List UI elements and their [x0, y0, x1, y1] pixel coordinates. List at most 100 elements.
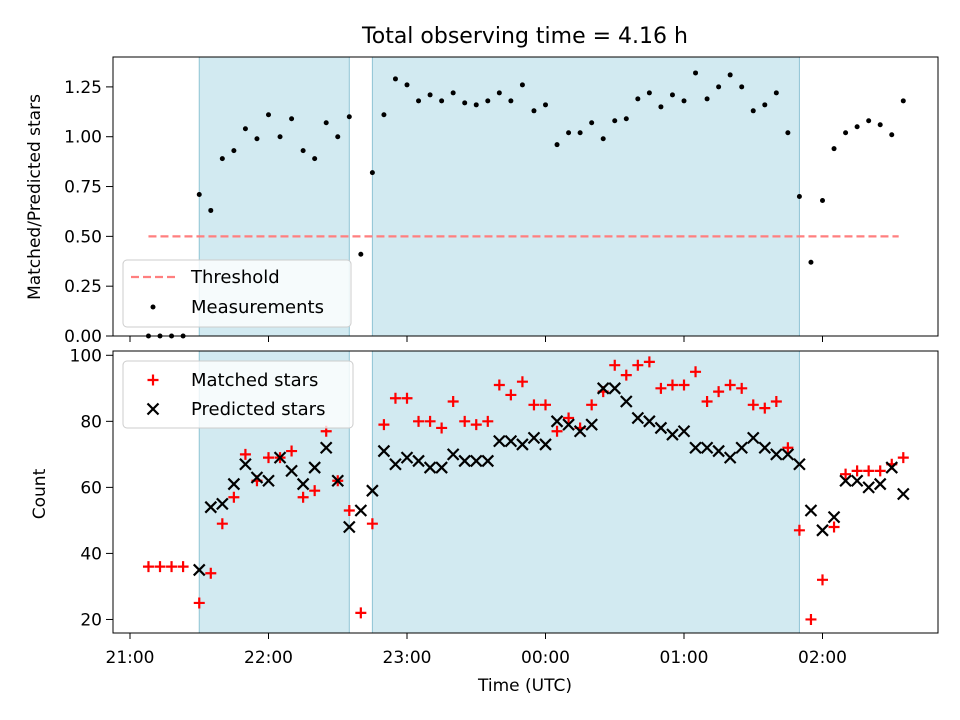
measurement-point	[577, 130, 583, 136]
matched-stars-point	[366, 518, 378, 530]
matched-stars-point	[205, 567, 217, 579]
matched-stars-point	[897, 452, 909, 464]
measurement-point	[889, 132, 895, 138]
predicted-stars-point	[654, 421, 668, 435]
top-y-tick-label: 0.75	[64, 178, 102, 198]
matched-stars-point	[436, 422, 448, 434]
measurement-point	[543, 102, 548, 108]
measurement-point	[462, 100, 468, 106]
measurement-point	[750, 108, 756, 114]
matched-stars-point	[655, 382, 667, 394]
predicted-stars-point	[620, 395, 633, 408]
predicted-stars-point	[216, 497, 229, 511]
matched-stars-point	[228, 491, 240, 503]
measurement-point	[727, 72, 733, 78]
predicted-stars-point	[469, 454, 483, 468]
measurement-point	[866, 118, 872, 124]
predicted-stars-point	[343, 520, 356, 534]
matched-stars-point	[413, 415, 425, 427]
matched-stars-point	[747, 399, 759, 411]
top-shaded-intervals	[198, 56, 800, 337]
measurement-point	[854, 124, 860, 130]
x-axis-label: Time (UTC)	[477, 676, 572, 696]
matched-stars-point	[470, 419, 482, 431]
measurement-point	[427, 92, 433, 98]
top-x-ticks	[129, 336, 823, 342]
predicted-stars-point	[412, 454, 425, 468]
legend-predicted-swatch	[146, 402, 160, 416]
top-y-axis-label: Matched/Predicted stars	[25, 94, 45, 300]
matched-stars-point	[447, 396, 459, 408]
predicted-stars-point	[596, 382, 610, 395]
legend-measurements-label: Measurements	[191, 297, 324, 318]
measurement-point	[277, 134, 283, 140]
predicted-stars-point	[550, 415, 564, 428]
bottom-y-tick-label: 20	[80, 610, 102, 630]
matched-stars-point	[632, 359, 644, 371]
measurement-point	[323, 120, 329, 126]
matched-stars-point	[666, 379, 678, 391]
predicted-stars-point	[735, 441, 748, 455]
matched-stars-point	[805, 613, 817, 625]
measurement-point	[473, 102, 479, 108]
matched-stars-point	[389, 392, 401, 404]
predicted-stars-point	[262, 474, 275, 488]
bottom-y-tick-label: 40	[80, 544, 102, 564]
top-y-tick-label: 0.00	[64, 327, 102, 347]
predicted-stars-point	[446, 448, 460, 461]
predicted-stars-point	[573, 424, 587, 438]
measurement-point	[762, 102, 768, 108]
legend-x-marker	[146, 402, 160, 416]
matched-stars-point	[528, 399, 540, 411]
predicted-stars-point	[250, 471, 264, 484]
matched-stars-point	[551, 425, 563, 437]
measurement-point	[693, 70, 699, 76]
predicted-stars-point	[331, 474, 345, 488]
predicted-stars-point	[539, 438, 552, 451]
shaded-interval-1	[371, 350, 800, 634]
measurement-point	[739, 84, 745, 90]
predicted-stars-point	[227, 477, 241, 491]
measurement-point	[635, 96, 641, 102]
predicted-stars-point	[804, 504, 818, 517]
bottom-series	[142, 356, 910, 625]
measurement-point	[346, 114, 352, 120]
measurement-point	[208, 207, 214, 213]
measurement-point	[658, 104, 664, 110]
predicted-stars-point	[643, 415, 656, 428]
predicted-stars-point	[793, 457, 806, 471]
top-y-tick-label: 0.25	[64, 277, 102, 297]
matched-stars-point	[343, 504, 355, 516]
measurement-point	[716, 84, 722, 90]
top-panel: 0.00 0.25 0.50 0.75 1.00 1.25 Total observing…	[25, 24, 939, 347]
predicted-stars-point	[758, 441, 772, 455]
measurement-point	[704, 96, 710, 102]
measurement-point	[369, 170, 375, 176]
predicted-stars-point	[273, 451, 287, 464]
predicted-stars-point	[366, 484, 379, 497]
predicted-stars-point	[631, 411, 645, 425]
measurement-point	[566, 130, 572, 136]
top-series	[145, 70, 906, 339]
matched-stars-point	[690, 366, 702, 378]
predicted-stars-point	[481, 454, 495, 468]
bottom-panel: 20 40 60 80 100 21:00 22:00 23:00 00:00 01:00 02:…	[30, 346, 939, 696]
matched-stars-point	[297, 491, 309, 503]
matched-stars-point	[793, 524, 805, 536]
predicted-stars-point	[746, 431, 760, 445]
predicted-stars-point	[666, 428, 679, 441]
matched-stars-point	[724, 379, 736, 391]
bottom-y-tick-label: 60	[80, 478, 102, 498]
measurement-point	[600, 136, 606, 142]
x-tick-label: 21:00	[106, 648, 155, 668]
measurement-point	[785, 130, 791, 136]
matched-stars-point	[840, 468, 852, 480]
measurement-point	[358, 251, 364, 257]
predicted-stars-point	[816, 524, 829, 537]
matched-stars-point	[401, 392, 413, 404]
bottom-legend-box	[122, 360, 354, 429]
measurement-point	[531, 108, 537, 114]
measurement-point	[392, 76, 398, 82]
predicted-stars-point	[192, 563, 206, 577]
